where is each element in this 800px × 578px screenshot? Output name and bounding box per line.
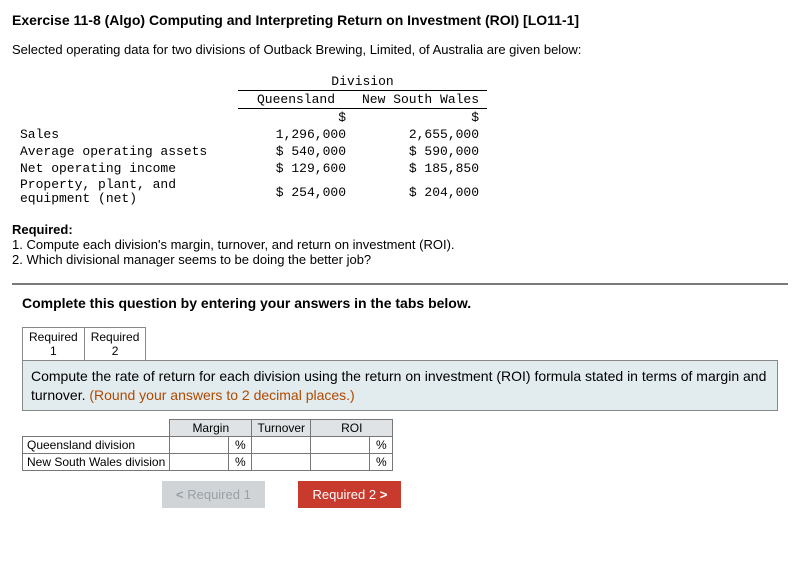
answer-area: Complete this question by entering your … — [12, 283, 788, 522]
col-margin: Margin — [170, 419, 252, 436]
required-line-2: 2. Which divisional manager seems to be … — [12, 252, 788, 267]
row-label: Net operating income — [12, 160, 238, 177]
prompt-box: Compute the rate of return for each divi… — [22, 360, 778, 410]
value-nsw: $ 590,000 — [354, 143, 487, 160]
nav-row: < Required 1 Required 2 > — [22, 481, 778, 508]
col-roi: ROI — [311, 419, 393, 436]
exercise-title: Exercise 11-8 (Algo) Computing and Inter… — [12, 12, 788, 28]
answer-table: Margin Turnover ROI Queensland division … — [22, 419, 393, 471]
col-turnover: Turnover — [252, 419, 311, 436]
division-header: Division — [238, 73, 487, 91]
input-nsw-margin[interactable] — [170, 453, 229, 470]
pct-label: % — [370, 436, 393, 453]
row-label: Sales — [12, 126, 238, 143]
input-qld-turnover[interactable] — [252, 436, 311, 453]
required-block: Required: 1. Compute each division's mar… — [12, 222, 788, 267]
pct-label: % — [229, 436, 252, 453]
required-header: Required: — [12, 222, 788, 237]
operating-data-table: Division Queensland New South Wales $ $ … — [12, 73, 487, 208]
row-label: Property, plant, and equipment (net) — [12, 177, 238, 208]
input-qld-margin[interactable] — [170, 436, 229, 453]
col-new-south-wales: New South Wales — [354, 91, 487, 109]
input-qld-roi[interactable] — [311, 436, 370, 453]
value-queensland: $ 540,000 — [238, 143, 354, 160]
input-nsw-turnover[interactable] — [252, 453, 311, 470]
chevron-right-icon: > — [380, 487, 388, 502]
value-queensland: 1,296,000 — [238, 126, 354, 143]
prev-button[interactable]: < Required 1 — [162, 481, 265, 508]
currency-symbol: $ — [238, 109, 354, 127]
chevron-left-icon: < — [176, 487, 184, 502]
rounding-note: (Round your answers to 2 decimal places.… — [89, 387, 354, 403]
tabs-row: Required 1 Required 2 — [22, 327, 778, 362]
row-nsw: New South Wales division — [23, 453, 170, 470]
value-queensland: $ 254,000 — [238, 177, 354, 208]
required-line-1: 1. Compute each division's margin, turno… — [12, 237, 788, 252]
input-nsw-roi[interactable] — [311, 453, 370, 470]
value-nsw: $ 185,850 — [354, 160, 487, 177]
currency-symbol: $ — [354, 109, 487, 127]
value-queensland: $ 129,600 — [238, 160, 354, 177]
tab-required-2[interactable]: Required 2 — [84, 327, 147, 362]
tab-required-1[interactable]: Required 1 — [22, 327, 85, 362]
next-button[interactable]: Required 2 > — [298, 481, 401, 508]
value-nsw: 2,655,000 — [354, 126, 487, 143]
complete-instruction: Complete this question by entering your … — [22, 295, 778, 311]
value-nsw: $ 204,000 — [354, 177, 487, 208]
col-queensland: Queensland — [238, 91, 354, 109]
pct-label: % — [229, 453, 252, 470]
row-label: Average operating assets — [12, 143, 238, 160]
intro-text: Selected operating data for two division… — [12, 42, 788, 57]
pct-label: % — [370, 453, 393, 470]
row-queensland: Queensland division — [23, 436, 170, 453]
